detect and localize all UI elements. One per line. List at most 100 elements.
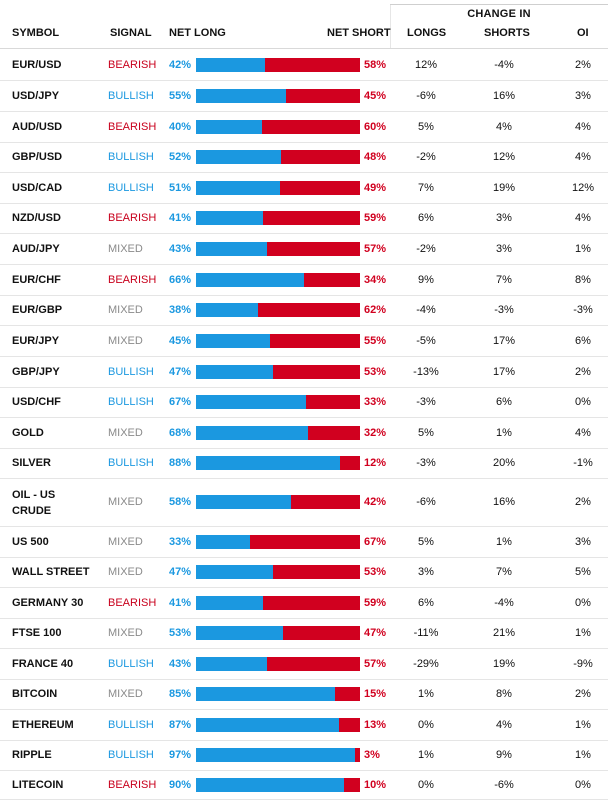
longs-change: 5%	[418, 427, 434, 439]
symbol-cell[interactable]: AUD/JPY	[12, 243, 60, 255]
sentiment-bar-long-fill	[196, 334, 270, 348]
net-long-value: 41%	[169, 597, 192, 609]
longs-header[interactable]: LONGS	[407, 27, 447, 39]
net-long-header[interactable]: NET LONG	[169, 27, 226, 39]
table-row[interactable]: RIPPLE BULLISH 97% 3% 1% 9% 1%	[0, 740, 608, 771]
sentiment-bar-long-fill	[196, 456, 341, 470]
longs-change: 5%	[418, 536, 434, 548]
net-long-value: 66%	[169, 274, 192, 286]
symbol-cell[interactable]: GBP/JPY	[12, 366, 60, 378]
symbol-cell[interactable]: USD/CHF	[12, 396, 61, 408]
symbol-cell[interactable]: GBP/USD	[12, 151, 63, 163]
symbol-cell[interactable]: GERMANY 30	[12, 597, 84, 609]
net-short-header[interactable]: NET SHORT	[327, 27, 391, 39]
table-row[interactable]: USD/JPY BULLISH 55% 45% -6% 16% 3%	[0, 80, 608, 112]
table-row[interactable]: US 500 MIXED 33% 67% 5% 1% 3%	[0, 526, 608, 558]
net-short-value: 59%	[364, 212, 387, 224]
net-short-value: 42%	[364, 496, 387, 508]
signal-badge: MIXED	[108, 304, 143, 316]
symbol-header[interactable]: SYMBOL	[12, 27, 60, 39]
oi-change: 6%	[575, 335, 591, 347]
table-row[interactable]: SILVER BULLISH 88% 12% -3% 20% -1%	[0, 448, 608, 479]
table-row[interactable]: EUR/CHF BEARISH 66% 34% 9% 7% 8%	[0, 264, 608, 296]
sentiment-bar	[196, 626, 360, 640]
shorts-change: 8%	[496, 688, 512, 700]
net-short-value: 32%	[364, 427, 387, 439]
signal-badge: BULLISH	[108, 749, 154, 761]
oi-change: 2%	[575, 688, 591, 700]
longs-change: 1%	[418, 749, 434, 761]
sentiment-bar-long-fill	[196, 596, 264, 610]
shorts-change: -4%	[494, 59, 514, 71]
table-row[interactable]: EUR/JPY MIXED 45% 55% -5% 17% 6%	[0, 325, 608, 357]
symbol-cell[interactable]: EUR/CHF	[12, 274, 61, 286]
table-row[interactable]: USD/CHF BULLISH 67% 33% -3% 6% 0%	[0, 387, 608, 418]
table-row[interactable]: NZD/USD BEARISH 41% 59% 6% 3% 4%	[0, 203, 608, 234]
sentiment-bar	[196, 535, 360, 549]
table-row[interactable]: EUR/USD BEARISH 42% 58% 12% -4% 2%	[0, 50, 608, 81]
longs-change: -6%	[416, 496, 436, 508]
sentiment-bar	[196, 456, 360, 470]
table-row[interactable]: GOLD MIXED 68% 32% 5% 1% 4%	[0, 417, 608, 449]
symbol-cell[interactable]: RIPPLE	[12, 749, 52, 761]
longs-change: -3%	[416, 457, 436, 469]
shorts-change: 9%	[496, 749, 512, 761]
table-row[interactable]: FRANCE 40 BULLISH 43% 57% -29% 19% -9%	[0, 648, 608, 680]
table-row[interactable]: WALL STREET MIXED 47% 53% 3% 7% 5%	[0, 557, 608, 588]
symbol-cell[interactable]: LITECOIN	[12, 779, 64, 791]
symbol-cell[interactable]: BITCOIN	[12, 688, 58, 700]
symbol-cell[interactable]: EUR/USD	[12, 59, 62, 71]
symbol-cell[interactable]: NZD/USD	[12, 212, 61, 224]
symbol-cell[interactable]: US 500	[12, 536, 49, 548]
table-row[interactable]: LITECOIN BEARISH 90% 10% 0% -6% 0%	[0, 770, 608, 800]
sentiment-bar-long-fill	[196, 365, 274, 379]
table-row[interactable]: ETHEREUM BULLISH 87% 13% 0% 4% 1%	[0, 709, 608, 741]
longs-change: -2%	[416, 151, 436, 163]
shorts-change: 6%	[496, 396, 512, 408]
symbol-cell[interactable]: SILVER	[12, 457, 51, 469]
oi-header[interactable]: OI	[577, 27, 589, 39]
signal-header[interactable]: SIGNAL	[110, 27, 152, 39]
symbol-cell[interactable]: GOLD	[12, 427, 44, 439]
symbol-cell[interactable]: EUR/GBP	[12, 304, 63, 316]
table-row[interactable]: GBP/USD BULLISH 52% 48% -2% 12% 4%	[0, 142, 608, 173]
net-long-value: 55%	[169, 90, 192, 102]
net-long-value: 38%	[169, 304, 192, 316]
net-long-value: 43%	[169, 658, 192, 670]
signal-badge: BULLISH	[108, 719, 154, 731]
oi-change: 2%	[575, 366, 591, 378]
net-long-value: 88%	[169, 457, 192, 469]
table-row[interactable]: USD/CAD BULLISH 51% 49% 7% 19% 12%	[0, 172, 608, 204]
table-row[interactable]: AUD/USD BEARISH 40% 60% 5% 4% 4%	[0, 111, 608, 143]
table-row[interactable]: FTSE 100 MIXED 53% 47% -11% 21% 1%	[0, 618, 608, 649]
change-in-label: CHANGE IN	[467, 8, 531, 20]
symbol-cell[interactable]: FTSE 100	[12, 627, 62, 639]
table-row[interactable]: GERMANY 30 BEARISH 41% 59% 6% -4% 0%	[0, 587, 608, 619]
shorts-header[interactable]: SHORTS	[484, 27, 530, 39]
oi-change: 0%	[575, 779, 591, 791]
shorts-change: 19%	[492, 182, 516, 194]
oi-change: 2%	[575, 496, 591, 508]
symbol-cell[interactable]: OIL - US CRUDE	[12, 489, 56, 517]
net-short-value: 13%	[364, 719, 387, 731]
sentiment-bar	[196, 495, 360, 509]
symbol-cell[interactable]: EUR/JPY	[12, 335, 60, 347]
symbol-cell[interactable]: FRANCE 40	[12, 658, 74, 670]
symbol-cell[interactable]: WALL STREET	[12, 566, 90, 578]
table-row[interactable]: EUR/GBP MIXED 38% 62% -4% -3% -3%	[0, 295, 608, 326]
shorts-change: -4%	[494, 597, 514, 609]
symbol-cell[interactable]: AUD/USD	[12, 121, 63, 133]
table-row[interactable]: OIL - US CRUDE MIXED 58% 42% -6% 16% 2%	[0, 478, 608, 527]
table-row[interactable]: GBP/JPY BULLISH 47% 53% -13% 17% 2%	[0, 356, 608, 388]
table-row[interactable]: BITCOIN MIXED 85% 15% 1% 8% 2%	[0, 679, 608, 710]
oi-change: 3%	[575, 90, 591, 102]
signal-badge: BEARISH	[108, 779, 157, 791]
symbol-cell[interactable]: USD/JPY	[12, 90, 60, 102]
net-short-value: 33%	[364, 396, 387, 408]
symbol-cell[interactable]: USD/CAD	[12, 182, 63, 194]
oi-change: 1%	[575, 243, 591, 255]
table-row[interactable]: AUD/JPY MIXED 43% 57% -2% 3% 1%	[0, 233, 608, 265]
net-long-value: 45%	[169, 335, 192, 347]
symbol-cell[interactable]: ETHEREUM	[12, 719, 74, 731]
